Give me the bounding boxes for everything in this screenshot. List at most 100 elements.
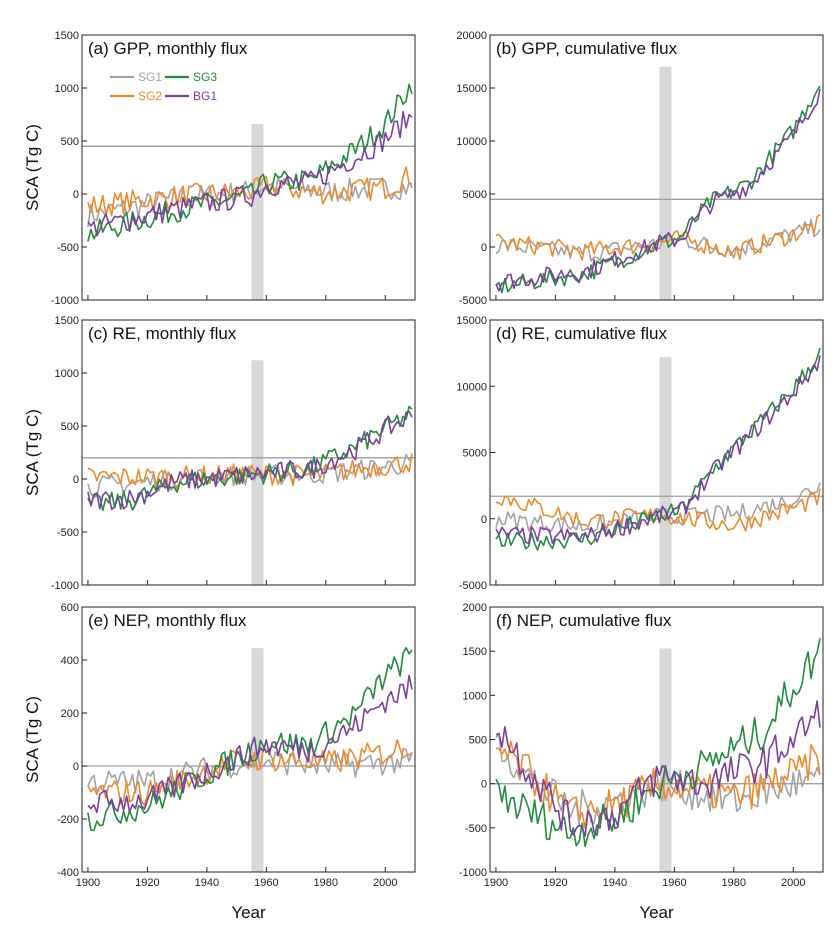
series-bg1-d (495, 355, 821, 545)
plot-frame-e (81, 606, 416, 873)
series-sg2-d (495, 488, 821, 532)
y-axis-title: SCA (Tg C) (23, 696, 42, 783)
y-tick-label: 15000 (456, 315, 487, 327)
legend: SG1 SG2 SG3 BG1 (110, 70, 217, 103)
y-tick-label: 0 (481, 242, 487, 254)
y-tick-label: 5000 (463, 448, 487, 460)
y-tick-label: 1000 (463, 690, 487, 702)
shaded-period-b (659, 66, 672, 300)
series-bg1-a (87, 110, 413, 237)
y-tick-label: 1500 (463, 646, 487, 658)
y-tick-label: 500 (61, 421, 79, 433)
y-tick-label: 10000 (456, 136, 487, 148)
series-sg3-a (87, 83, 413, 242)
y-tick-label: 600 (61, 602, 79, 614)
series-sg1-a (87, 176, 413, 228)
plot-frame-c (81, 319, 416, 586)
panel-title-b: (b) GPP, cumulative flux (496, 39, 678, 58)
series-sg3-d (495, 347, 821, 551)
y-tick-label: -5000 (459, 580, 487, 592)
series-sg2-b (495, 213, 821, 261)
x-tick-label: 2000 (781, 877, 805, 889)
y-tick-label: 1500 (55, 315, 79, 327)
x-tick-label: 1900 (484, 877, 508, 889)
x-tick-label: 1920 (543, 877, 567, 889)
x-tick-label: 2000 (373, 877, 397, 889)
y-tick-label: 1500 (55, 30, 79, 42)
y-axis-title: SCA (Tg C) (23, 124, 42, 211)
panel-title-a: (a) GPP, monthly flux (88, 39, 248, 58)
y-tick-label: -1000 (51, 580, 79, 592)
x-tick-label: 1980 (314, 877, 338, 889)
shaded-period-d (659, 357, 672, 585)
y-tick-label: 500 (469, 735, 487, 747)
y-tick-label: -400 (57, 867, 79, 879)
series-sg3-b (495, 85, 821, 294)
x-tick-label: 1940 (195, 877, 219, 889)
series-sg3-f (495, 638, 821, 848)
series-sg1-d (495, 482, 821, 534)
panel-f: -1000 -500 0 500 1000 1500 2000 1900 1920 1940 196… (459, 602, 824, 922)
series-sg2-e (87, 739, 413, 806)
x-tick-label: 1980 (722, 877, 746, 889)
panel-title-f: (f) NEP, cumulative flux (496, 611, 672, 630)
legend-label-sg1: SG1 (138, 70, 162, 84)
y-tick-label: -1000 (51, 295, 79, 307)
panel-a: -1000 -500 0 500 1000 1500 (a) GPP, monthly fl… (23, 30, 416, 307)
x-tick-label: 1920 (135, 877, 159, 889)
y-tick-label: 0 (481, 779, 487, 791)
series-bg1-e (87, 674, 413, 814)
y-tick-label: 200 (61, 708, 79, 720)
panel-c: -1000 -500 0 500 1000 1500 (c) RE, monthly flu… (23, 315, 416, 592)
series-sg1-f (495, 732, 821, 825)
series-bg1-c (87, 410, 413, 511)
series-bg1-f (495, 700, 821, 837)
series-sg2-c (87, 453, 413, 489)
y-tick-label: 0 (481, 514, 487, 526)
legend-label-sg2: SG2 (138, 89, 162, 103)
y-tick-label: 1000 (55, 83, 79, 95)
y-tick-label: -200 (57, 814, 79, 826)
y-tick-label: 2000 (463, 602, 487, 614)
y-tick-label: 20000 (456, 30, 487, 42)
y-tick-label: 5000 (463, 189, 487, 201)
plot-frame-a (81, 34, 416, 301)
y-tick-label: 500 (61, 136, 79, 148)
y-axis-title: SCA (Tg C) (23, 409, 42, 496)
panel-title-e: (e) NEP, monthly flux (88, 611, 247, 630)
plot-frame-f (489, 606, 824, 873)
series-sg1-e (87, 747, 413, 794)
panel-b: -5000 0 5000 10000 15000 20000 (b) GPP, cumula… (456, 30, 824, 307)
y-tick-label: 10000 (456, 381, 487, 393)
legend-label-bg1: BG1 (193, 89, 217, 103)
y-tick-label: 1000 (55, 368, 79, 380)
shaded-period-f (659, 648, 672, 872)
panel-title-c: (c) RE, monthly flux (88, 324, 237, 343)
x-axis-title: Year (639, 903, 674, 922)
y-tick-label: -500 (465, 823, 487, 835)
panel-e: -400 -200 0 200 400 600 1900 1920 1940 1960 1980 20… (23, 602, 416, 922)
y-tick-label: 0 (73, 474, 79, 486)
x-tick-label: 1940 (603, 877, 627, 889)
plot-frame-b (489, 34, 824, 301)
panel-title-d: (d) RE, cumulative flux (496, 324, 667, 343)
y-tick-label: 400 (61, 655, 79, 667)
shaded-period-a (251, 124, 264, 300)
shaded-period-e (251, 648, 264, 872)
y-tick-label: -500 (57, 242, 79, 254)
y-tick-label: 15000 (456, 83, 487, 95)
y-tick-label: -1000 (459, 867, 487, 879)
legend-label-sg3: SG3 (193, 70, 217, 84)
x-tick-label: 1960 (662, 877, 686, 889)
x-tick-label: 1960 (254, 877, 278, 889)
series-bg1-b (495, 88, 821, 292)
x-tick-label: 1900 (76, 877, 100, 889)
series-sg2-a (87, 166, 412, 217)
plot-frame-d (489, 319, 824, 586)
panel-d: -5000 0 5000 10000 15000 (d) RE, cumulative f… (456, 315, 824, 592)
y-tick-label: -5000 (459, 295, 487, 307)
y-tick-label: -500 (57, 527, 79, 539)
y-tick-label: 0 (73, 189, 79, 201)
x-axis-title: Year (231, 903, 266, 922)
